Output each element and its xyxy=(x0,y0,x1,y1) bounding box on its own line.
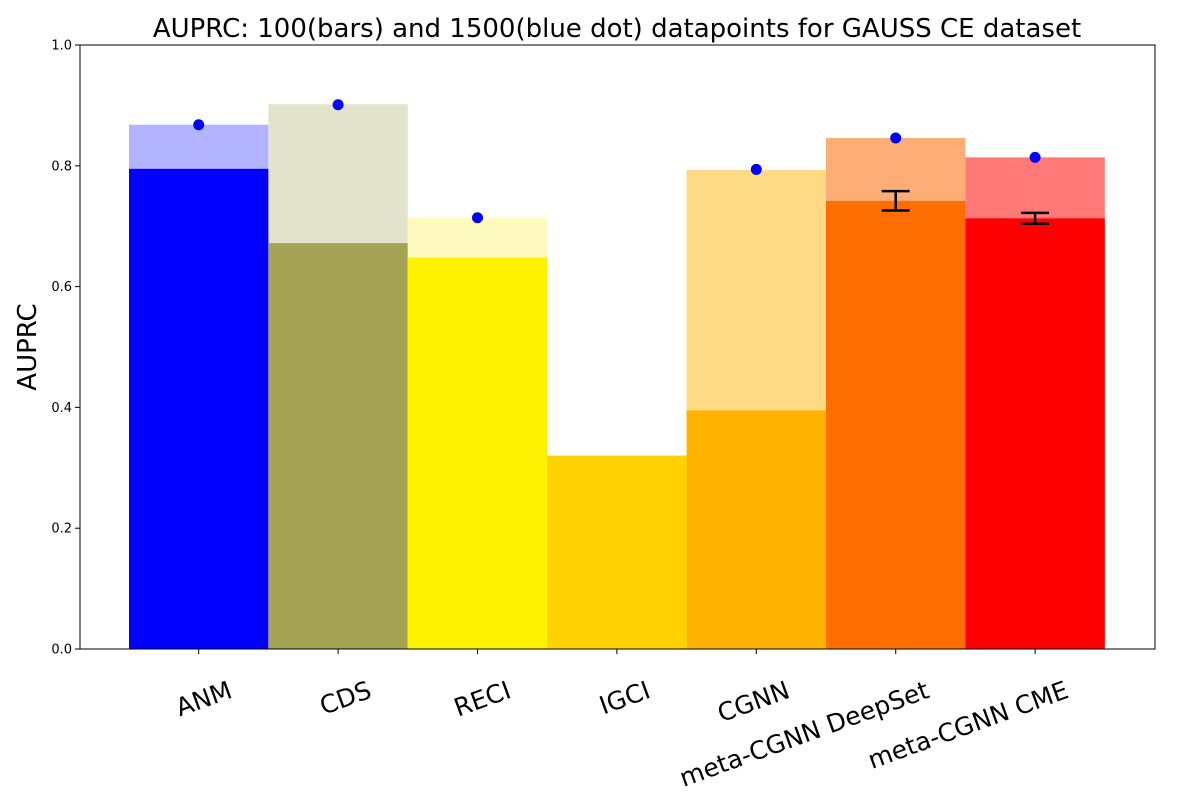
chart-title: AUPRC: 100(bars) and 1500(blue dot) data… xyxy=(153,14,1081,44)
data-point xyxy=(193,119,205,131)
y-tick-label: 1.0 xyxy=(51,39,72,54)
y-tick-label: 0.2 xyxy=(51,522,72,537)
data-point xyxy=(472,212,483,224)
x-tick-label: CDS xyxy=(316,675,375,720)
data-point xyxy=(890,132,902,144)
bar xyxy=(686,410,826,649)
bar xyxy=(268,243,408,649)
y-tick-label: 0.8 xyxy=(51,159,72,174)
x-tick-label: CGNN xyxy=(714,675,794,728)
bar xyxy=(129,168,269,649)
y-axis-label: AUPRC xyxy=(13,303,43,390)
data-point xyxy=(750,163,762,175)
x-tick-label: ANM xyxy=(172,675,236,722)
data-point xyxy=(332,99,344,111)
y-tick-label: 0.0 xyxy=(51,643,72,658)
x-tick-label: meta-CGNN DeepSet xyxy=(676,675,933,792)
x-tick-label: IGCI xyxy=(596,675,654,720)
x-tick-label: RECI xyxy=(450,675,514,722)
bar xyxy=(407,257,548,649)
data-point xyxy=(1029,151,1041,163)
plot-area xyxy=(129,99,1105,650)
bar xyxy=(965,218,1105,649)
plot-frame xyxy=(79,44,1156,650)
y-tick-label: 0.4 xyxy=(51,401,72,416)
y-tick-label: 0.6 xyxy=(51,280,72,295)
bar xyxy=(826,200,966,649)
bar xyxy=(547,455,687,649)
